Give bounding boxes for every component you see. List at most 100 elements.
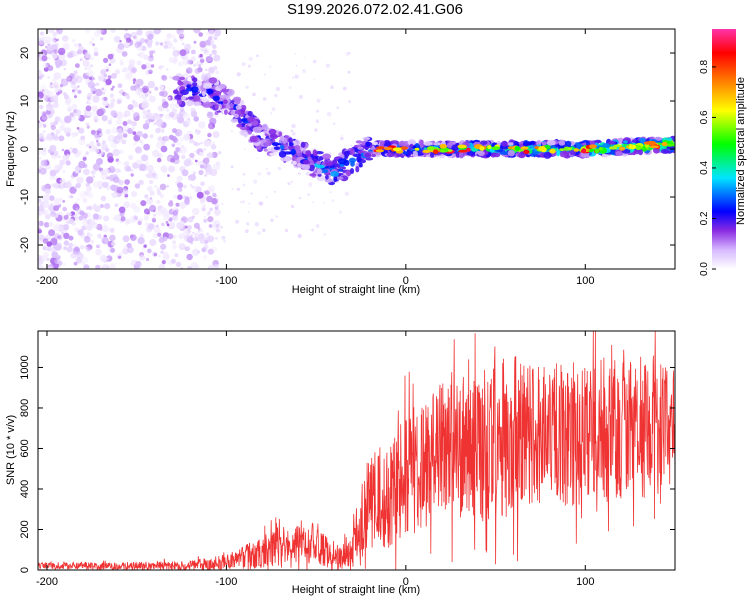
spectrogram-cell [92, 43, 95, 47]
spectrogram-cell [221, 203, 224, 205]
spectrogram-cell [81, 225, 87, 231]
spectrogram-cell [189, 183, 193, 187]
spectrogram-cell [155, 118, 164, 127]
spectrogram-cell [199, 53, 203, 58]
spectrogram-cell [93, 51, 99, 57]
spectrogram-cell [43, 209, 49, 215]
spectrogram-cell [258, 201, 262, 206]
spectrogram-cell [59, 125, 66, 131]
spectrogram-cell [294, 74, 299, 79]
spectrogram-cell [193, 222, 200, 229]
spectrogram-cell [126, 95, 131, 100]
spectrogram-cell [581, 148, 587, 154]
spectrogram-cell [207, 235, 215, 243]
spectrogram-cell [109, 234, 116, 241]
spectrogram-cell [122, 235, 130, 243]
spectrogram-cell [643, 141, 654, 145]
spectrogram-cell [609, 146, 618, 150]
spectrogram-cell [181, 42, 185, 46]
spectrogram-cell [85, 105, 92, 112]
spectrogram-cell [94, 134, 97, 138]
spectrogram-cell [80, 256, 89, 264]
spectrogram-cell [111, 241, 117, 247]
spectrogram-cell [275, 86, 281, 92]
spectrogram-cell [92, 95, 100, 103]
spectrogram-cell [376, 146, 385, 150]
spectrogram-cell [171, 135, 177, 142]
spectrogram-cell [207, 248, 214, 255]
spectrogram-cell [40, 159, 48, 167]
spectrogram-cell [174, 94, 183, 100]
spectrogram-cell [317, 173, 322, 177]
spectrogram-cell [49, 169, 57, 177]
spectrogram-cell [240, 126, 248, 131]
spectrogram-cell [423, 141, 433, 146]
spectrogram-cell [46, 241, 53, 247]
spectrogram-cell [45, 188, 50, 194]
spectrogram-cell [184, 200, 190, 206]
spectrogram-cell [85, 29, 91, 34]
spectrogram-cell [39, 167, 47, 175]
spectrogram-cell [199, 238, 206, 244]
spectrogram-cell [62, 155, 66, 160]
spectrogram-cell [263, 97, 267, 101]
spectrogram-cell [573, 148, 580, 152]
spectrogram-cell [252, 126, 262, 133]
spectrogram-cell [96, 142, 101, 147]
spectrogram-cell [198, 130, 201, 134]
spectrogram-cell [149, 179, 154, 185]
spectrogram-cell [187, 59, 192, 65]
spectrogram-cell [541, 141, 547, 146]
spectrogram-cell [109, 117, 113, 121]
spectrogram-cell [161, 222, 165, 227]
spectrogram-cell [42, 36, 46, 39]
snr-xtick-label: -100 [215, 576, 237, 588]
spectrogram-cell [91, 105, 98, 112]
spectrogram-cell [172, 49, 180, 57]
spectrogram-cell [305, 150, 312, 157]
spectrogram-cell [102, 140, 107, 145]
spectrogram-cell [350, 160, 355, 167]
spectrogram-cell [262, 228, 266, 232]
spectrogram-cell [203, 147, 207, 151]
spectrogram-cell [86, 247, 91, 252]
spectrogram-cell [194, 188, 199, 193]
spectrogram-cell [155, 41, 160, 46]
spectrogram-cell [90, 129, 96, 135]
spectrogram-cell [312, 149, 317, 157]
spectrogram-cell [211, 151, 218, 158]
spectrogram-cell [86, 185, 92, 192]
spectrogram-cell [107, 53, 114, 60]
spectrogram-cell [215, 228, 221, 233]
snr-xtick-label: 0 [403, 576, 409, 588]
spectrogram-cell [55, 116, 60, 121]
spectrogram-cell [127, 246, 134, 254]
spectrogram-cell [214, 194, 218, 198]
spectrogram-cell [190, 107, 196, 114]
spectrogram-cell [93, 47, 99, 52]
spectrogram-cell [142, 109, 147, 115]
spectrogram-cell [613, 144, 623, 147]
spectrogram-cell [365, 141, 371, 147]
spectrogram-cell [183, 112, 188, 116]
spectrogram-cell [180, 244, 185, 249]
spectrogram-cell [549, 148, 556, 154]
spectrogram-cell [59, 159, 66, 166]
spectrogram-cell [38, 37, 45, 45]
spectrogram-cell [58, 155, 61, 159]
spectrogram-cell [84, 115, 87, 119]
spectrogram-cell [53, 182, 60, 189]
spectrogram-cell [95, 264, 101, 269]
spectrogram-cell [76, 197, 80, 202]
spectrogram-cell [208, 264, 214, 269]
spectrogram-cell [144, 39, 149, 43]
spectrogram-cell [169, 75, 173, 80]
spectrogram-cell [38, 75, 43, 80]
spectrogram-cell [172, 75, 182, 81]
spectrogram-cell [633, 149, 641, 155]
spectrogram-cell [200, 74, 208, 81]
spectrogram-cell [315, 119, 319, 122]
spectrogram-cell [38, 121, 43, 129]
spectrogram-cell [77, 49, 82, 55]
spectrogram-cell [115, 111, 124, 119]
